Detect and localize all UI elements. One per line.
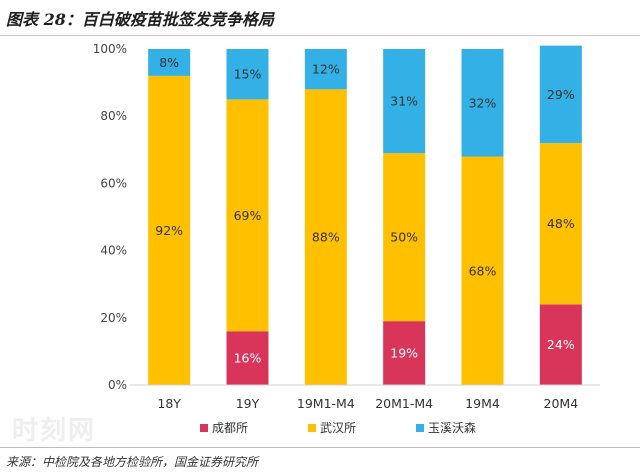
bar-segment	[226, 331, 269, 385]
legend-swatch	[416, 424, 424, 432]
x-tick-label: 19Y	[236, 396, 260, 411]
bar-segment	[383, 321, 426, 385]
stacked-bar-chart: 0% 20% 40% 60% 80% 100% 92% 8% 18Y 16% 69% 15% 19Y 88…	[93, 42, 600, 435]
data-label: 31%	[390, 94, 418, 109]
data-label: 19%	[390, 346, 418, 361]
data-label: 48%	[547, 216, 575, 231]
bar-segment	[461, 156, 504, 385]
y-tick-label: 80%	[100, 109, 127, 123]
bar-segment	[304, 49, 347, 90]
data-label: 50%	[390, 230, 418, 245]
bar-segment	[148, 75, 191, 385]
legend-label: 成都所	[212, 421, 248, 435]
figure-title: 图表 28：百白破疫苗批签发竞争格局	[6, 10, 274, 29]
watermark-logo: 时刻网	[12, 416, 97, 446]
bar-segment	[148, 49, 191, 76]
bar-segment	[383, 153, 426, 322]
bar-segment	[461, 49, 504, 157]
x-tick-label: 20M4	[544, 396, 579, 411]
data-label: 16%	[234, 351, 262, 366]
data-label: 92%	[155, 223, 183, 238]
data-label: 12%	[312, 62, 340, 77]
bar-segment	[539, 45, 582, 144]
title-divider	[0, 35, 640, 36]
data-label: 8%	[159, 55, 179, 70]
figure-source: 来源：中检院及各地方检验所，国金证券研究所	[6, 455, 259, 469]
legend-swatch	[200, 424, 208, 432]
data-label: 24%	[547, 337, 575, 352]
y-tick-label: 100%	[93, 42, 127, 56]
legend-label: 武汉所	[320, 421, 356, 435]
x-tick-label: 20M1-M4	[375, 396, 433, 411]
x-tick-label: 18Y	[157, 396, 181, 411]
bar-segment	[226, 99, 269, 332]
source-divider	[0, 447, 640, 448]
data-label: 88%	[312, 230, 340, 245]
bar-segment	[539, 143, 582, 305]
legend-swatch	[308, 424, 316, 432]
x-tick-label: 19M1-M4	[297, 396, 355, 411]
x-tick-label: 19M4	[465, 396, 500, 411]
data-label: 32%	[469, 95, 497, 110]
bar-segment	[304, 89, 347, 385]
y-tick-label: 0%	[108, 378, 127, 392]
data-label: 68%	[469, 263, 497, 278]
y-tick-label: 40%	[100, 244, 127, 258]
bar-segment	[539, 304, 582, 385]
bar-segment	[383, 49, 426, 154]
y-tick-label: 20%	[100, 311, 127, 325]
legend-label: 玉溪沃森	[428, 420, 476, 435]
data-label: 69%	[234, 208, 262, 223]
data-label: 29%	[547, 87, 575, 102]
y-tick-label: 60%	[100, 176, 127, 190]
bar-segment	[226, 49, 269, 100]
data-label: 15%	[234, 67, 262, 82]
